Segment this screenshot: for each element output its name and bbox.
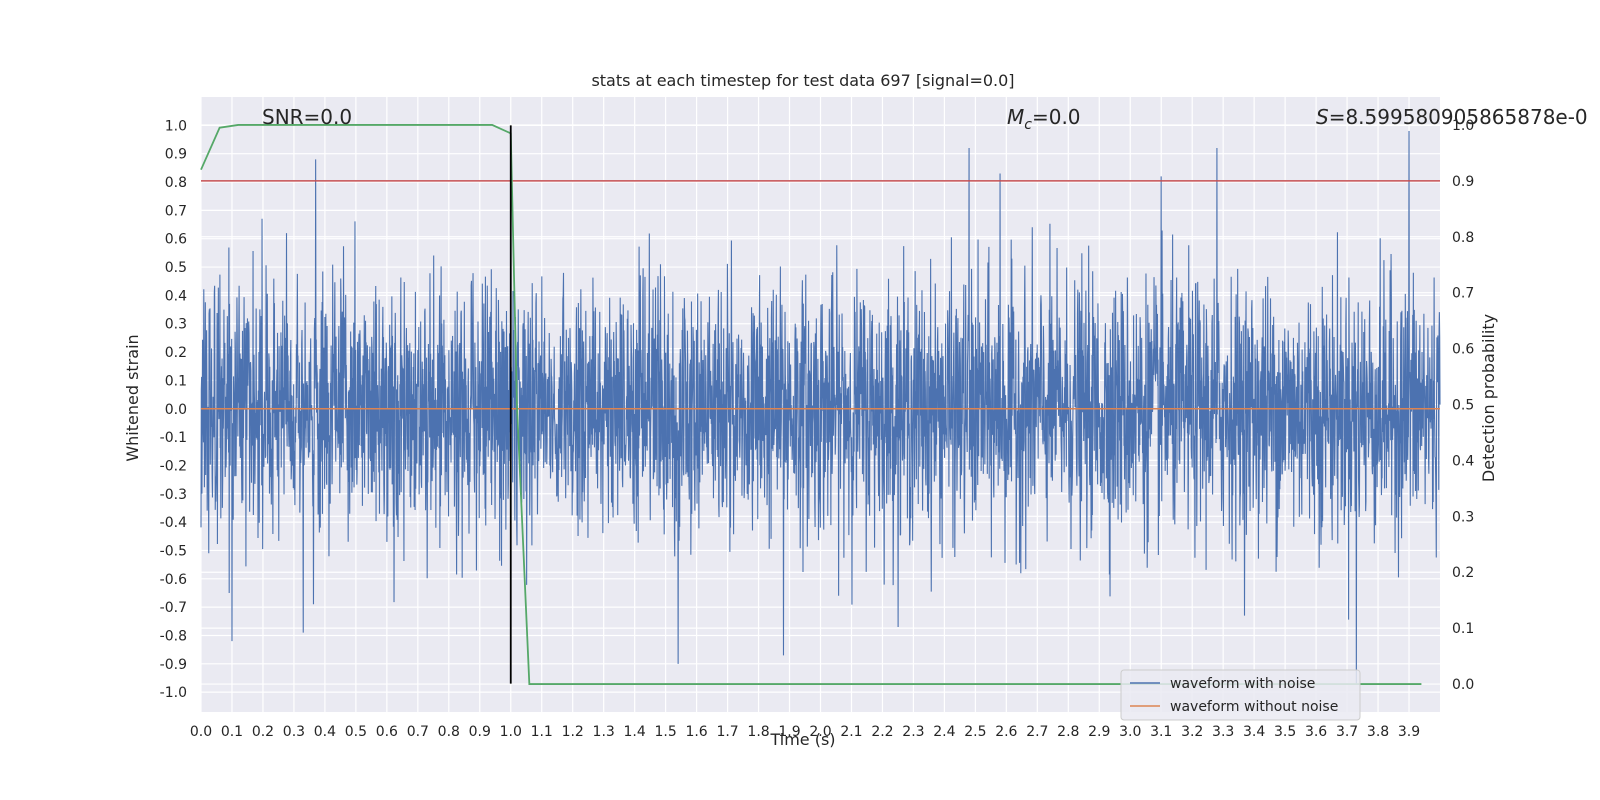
chirp-mass-annotation: Mc=0.0 bbox=[1007, 105, 1081, 133]
snr-annotation: SNR=0.0 bbox=[262, 105, 352, 129]
y-tick-label: -0.1 bbox=[160, 430, 187, 446]
y-tick-label: -0.2 bbox=[160, 458, 187, 474]
y2-tick-label: 0.8 bbox=[1452, 230, 1474, 246]
x-tick-label: 3.2 bbox=[1181, 724, 1203, 740]
y-tick-label: -0.6 bbox=[160, 572, 187, 588]
y-tick-label: -1.0 bbox=[160, 685, 187, 701]
x-tick-label: 2.6 bbox=[995, 724, 1017, 740]
y2-tick-label: 1.0 bbox=[1452, 118, 1474, 134]
x-tick-label: 1.5 bbox=[654, 724, 676, 740]
chart-title: stats at each timestep for test data 697… bbox=[591, 71, 1014, 90]
y-tick-label: -0.7 bbox=[160, 600, 187, 616]
x-tick-label: 0.6 bbox=[376, 724, 398, 740]
y2-tick-label: 0.7 bbox=[1452, 286, 1474, 302]
legend: waveform with noise waveform without noi… bbox=[1120, 669, 1361, 721]
s-annotation: S=8.599580905865878e-0 bbox=[1316, 105, 1588, 129]
x-tick-label: 0.9 bbox=[469, 724, 491, 740]
y-tick-label: 0.2 bbox=[165, 345, 187, 361]
series-detection-probability bbox=[200, 124, 1422, 685]
x-tick-label: 0.5 bbox=[345, 724, 367, 740]
x-tick-label: 1.4 bbox=[624, 724, 646, 740]
x-tick-label: 0.7 bbox=[407, 724, 429, 740]
y-tick-label: -0.5 bbox=[160, 543, 187, 559]
y-tick-label: -0.3 bbox=[160, 487, 187, 503]
y-tick-label: -0.9 bbox=[160, 657, 187, 673]
x-tick-label: 3.8 bbox=[1367, 724, 1389, 740]
x-tick-label: 3.4 bbox=[1243, 724, 1265, 740]
legend-label-noise: waveform with noise bbox=[1170, 676, 1315, 692]
x-tick-label: 1.1 bbox=[531, 724, 553, 740]
x-tick-label: 0.4 bbox=[314, 724, 336, 740]
y2-tick-label: 0.2 bbox=[1452, 565, 1474, 581]
y-tick-label: 0.5 bbox=[165, 260, 187, 276]
y2-tick-label: 0.1 bbox=[1452, 621, 1474, 637]
x-tick-label: 2.1 bbox=[840, 724, 862, 740]
x-tick-label: 3.0 bbox=[1119, 724, 1141, 740]
noise-waveform-path bbox=[200, 131, 1441, 684]
x-tick-label: 2.5 bbox=[964, 724, 986, 740]
y2-tick-label: 0.4 bbox=[1452, 453, 1474, 469]
s-symbol: S bbox=[1316, 105, 1329, 129]
y-tick-label: 0.6 bbox=[165, 232, 187, 248]
x-tick-label: 3.6 bbox=[1305, 724, 1327, 740]
mc-subscript: c bbox=[1024, 117, 1032, 133]
y2-tick-label: 0.9 bbox=[1452, 174, 1474, 190]
mc-value: =0.0 bbox=[1032, 105, 1081, 129]
x-tick-label: 3.3 bbox=[1212, 724, 1234, 740]
x-tick-label: 0.3 bbox=[283, 724, 305, 740]
y2-tick-label: 0.0 bbox=[1452, 677, 1474, 693]
y-tick-label: -0.4 bbox=[160, 515, 187, 531]
y-tick-label: 0.7 bbox=[165, 203, 187, 219]
x-tick-label: 3.1 bbox=[1150, 724, 1172, 740]
x-tick-label: 2.3 bbox=[902, 724, 924, 740]
series-waveform-with-noise bbox=[200, 131, 1441, 684]
x-tick-label: 2.4 bbox=[933, 724, 955, 740]
y-tick-label: 0.9 bbox=[165, 147, 187, 163]
x-tick-label: 1.7 bbox=[716, 724, 738, 740]
x-tick-label: 2.8 bbox=[1057, 724, 1079, 740]
x-tick-label: 3.7 bbox=[1336, 724, 1358, 740]
y-tick-label: 0.1 bbox=[165, 373, 187, 389]
x-tick-label: 0.2 bbox=[252, 724, 274, 740]
y2-tick-label: 0.5 bbox=[1452, 398, 1474, 414]
y-tick-label: 0.3 bbox=[165, 317, 187, 333]
x-axis-label: Time (s) bbox=[769, 730, 835, 749]
y-tick-label: -0.8 bbox=[160, 628, 187, 644]
x-tick-label: 3.9 bbox=[1398, 724, 1420, 740]
y-tick-label: 0.4 bbox=[165, 288, 187, 304]
x-tick-label: 1.8 bbox=[747, 724, 769, 740]
y2-tick-label: 0.6 bbox=[1452, 342, 1474, 358]
x-tick-label: 3.5 bbox=[1274, 724, 1296, 740]
y-tick-label: 0.8 bbox=[165, 175, 187, 191]
x-tick-label: 1.6 bbox=[685, 724, 707, 740]
x-tick-label: 2.0 bbox=[809, 724, 831, 740]
x-tick-label: 1.2 bbox=[562, 724, 584, 740]
x-tick-label: 0.0 bbox=[190, 724, 212, 740]
y-tick-labels: 1.0 0.9 0.8 0.7 0.6 0.5 0.4 0.3 0.2 0.1 0.0 -0.1 -0.… bbox=[160, 118, 187, 701]
x-tick-labels: 0.0 0.1 0.2 0.3 0.4 0.5 0.6 0.7 0.8 0.9 1.0 1.1 1.2 1… bbox=[190, 724, 1420, 740]
mc-symbol: M bbox=[1007, 105, 1024, 129]
y-tick-label: 0.0 bbox=[165, 402, 187, 418]
x-tick-label: 0.8 bbox=[438, 724, 460, 740]
y2-axis-label: Detection probability bbox=[1479, 314, 1498, 482]
x-tick-label: 1.0 bbox=[500, 724, 522, 740]
legend-label-clean: waveform without noise bbox=[1170, 699, 1338, 715]
x-tick-label: 1.3 bbox=[593, 724, 615, 740]
y2-tick-labels: 1.0 0.9 0.8 0.7 0.6 0.5 0.4 0.3 0.2 0.1 0.0 bbox=[1452, 118, 1474, 693]
legend-box bbox=[1120, 669, 1361, 721]
s-value: =8.599580905865878e-0 bbox=[1329, 105, 1588, 129]
y2-tick-label: 0.3 bbox=[1452, 509, 1474, 525]
x-tick-label: 2.7 bbox=[1026, 724, 1048, 740]
y-axis-label: Whitened strain bbox=[123, 334, 142, 461]
x-tick-label: 0.1 bbox=[221, 724, 243, 740]
x-tick-label: 2.2 bbox=[871, 724, 893, 740]
y-tick-label: 1.0 bbox=[165, 118, 187, 134]
probability-path bbox=[200, 124, 1422, 685]
x-tick-label: 2.9 bbox=[1088, 724, 1110, 740]
x-tick-label: 1.9 bbox=[778, 724, 800, 740]
